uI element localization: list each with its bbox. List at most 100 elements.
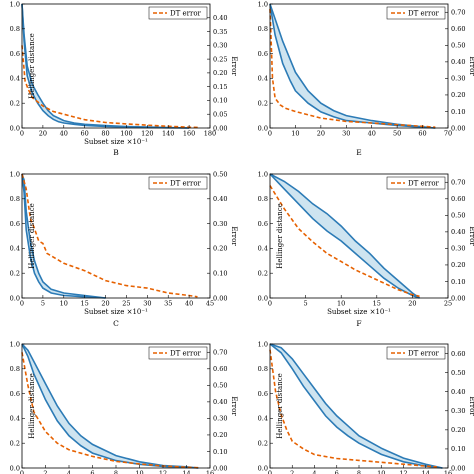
hellinger-line-1 <box>21 173 106 299</box>
y2-axis-label: Error <box>230 226 238 246</box>
y-axis-label: Hellinger distance <box>28 373 36 439</box>
y2-tick-label: 0.50 <box>451 369 465 377</box>
y2-axis-label: Error <box>468 56 474 76</box>
y-tick-label: 0.2 <box>258 100 268 108</box>
y2-tick-label: 0.00 <box>213 294 227 302</box>
dt-error-line <box>269 8 436 128</box>
x-tick-label: 30 <box>342 130 350 138</box>
x-tick-label: 0 <box>20 300 24 308</box>
y-tick-label: 0.2 <box>10 100 20 108</box>
y-tick-label: 0.6 <box>258 220 268 228</box>
x-tick-label: 4 <box>312 470 316 474</box>
panel-letter: B <box>113 148 119 157</box>
y-tick-label: 0.6 <box>258 390 268 398</box>
hellinger-line-1 <box>269 173 420 299</box>
y-tick-label: 1.0 <box>10 0 20 8</box>
x-tick-label: 60 <box>418 130 426 138</box>
y2-axis-label: Error <box>468 226 474 246</box>
y-tick-label: 0.2 <box>10 440 20 448</box>
plot-frame <box>269 3 449 129</box>
x-tick-label: 5 <box>41 300 45 308</box>
y-tick-label: 0.8 <box>10 195 20 203</box>
x-tick-label: 140 <box>162 130 174 138</box>
y2-tick-label: 0.40 <box>451 58 465 66</box>
x-tick-label: 0 <box>268 130 272 138</box>
y2-tick-label: 0.70 <box>213 349 227 357</box>
y2-tick-label: 0.70 <box>451 9 465 17</box>
y2-tick-label: 0.30 <box>213 220 227 228</box>
y2-axis-label: Error <box>468 396 474 416</box>
y-tick-label: 0.8 <box>258 365 268 373</box>
y2-tick-label: 0.60 <box>451 350 465 358</box>
legend-label: DT error <box>408 350 440 358</box>
chart-panel-4: 0 5 10 15 20 25 0.0 0.2 0.4 0.6 0.8 1.0 0.00 0.10 0.20… <box>258 170 474 328</box>
x-tick-label: 70 <box>444 130 452 138</box>
x-tick-label: 120 <box>141 130 153 138</box>
x-tick-label: 0 <box>20 470 24 474</box>
y2-axis-label: Error <box>230 396 238 416</box>
y-tick-label: 1.0 <box>258 170 268 178</box>
x-tick-label: 12 <box>159 470 167 474</box>
y2-tick-label: 0.50 <box>451 212 465 220</box>
y-tick-label: 0.2 <box>258 440 268 448</box>
x-tick-label: 20 <box>101 300 109 308</box>
y-tick-label: 0.0 <box>258 294 268 302</box>
y-tick-label: 0.4 <box>258 75 268 83</box>
x-axis-label: Subset size ×10⁻¹ <box>84 308 148 316</box>
y-tick-label: 0.2 <box>258 270 268 278</box>
y2-tick-label: 0.70 <box>451 179 465 187</box>
x-tick-label: 15 <box>81 300 89 308</box>
y2-tick-label: 0.60 <box>213 365 227 373</box>
panel-letter: F <box>356 319 361 328</box>
plot-frame <box>21 3 211 129</box>
x-tick-label: 16 <box>444 470 452 474</box>
y-tick-label: 0.6 <box>258 50 268 58</box>
y2-tick-label: 0.05 <box>213 111 227 119</box>
y-axis-label: Hellinger distance <box>28 33 36 99</box>
y2-tick-label: 0.00 <box>451 464 465 472</box>
y-tick-label: 1.0 <box>258 340 268 348</box>
y-tick-label: 0.4 <box>10 415 20 423</box>
x-tick-label: 14 <box>182 470 190 474</box>
chart-panel-6: 0 2 4 6 8 10 12 14 16 0.0 0.2 0.4 0.6 0.8 1.0 0.00 0.10 0… <box>258 340 474 474</box>
dt-error-line <box>269 349 437 468</box>
y2-tick-label: 0.40 <box>213 195 227 203</box>
y2-tick-label: 0.15 <box>213 83 227 91</box>
panel-letter: C <box>113 319 119 328</box>
y-tick-label: 0.8 <box>258 25 268 33</box>
x-axis-label: Subset size ×10⁻¹ <box>84 138 148 146</box>
legend-label: DT error <box>408 180 440 188</box>
hellinger-line-2 <box>21 343 199 469</box>
legend-label: DT error <box>170 10 202 18</box>
legend-box <box>386 6 446 20</box>
y-tick-label: 0.6 <box>10 390 20 398</box>
chart-panel-2: 0 10 20 30 40 50 60 70 0.0 0.2 0.4 0.6 0.8 1.0 0.00 0.1… <box>258 0 474 157</box>
y2-tick-label: 0.20 <box>451 261 465 269</box>
x-tick-label: 8 <box>114 470 118 474</box>
y2-tick-label: 0.50 <box>213 170 227 178</box>
y2-tick-label: 0.40 <box>451 388 465 396</box>
y2-tick-label: 0.20 <box>213 245 227 253</box>
y2-tick-label: 0.10 <box>451 445 465 453</box>
y2-tick-label: 0.20 <box>451 426 465 434</box>
y-tick-label: 1.0 <box>258 0 268 8</box>
y2-tick-label: 0.50 <box>213 382 227 390</box>
y-axis-label: Hellinger distance <box>28 203 36 269</box>
x-tick-label: 45 <box>206 300 214 308</box>
y2-tick-label: 0.30 <box>451 407 465 415</box>
x-tick-label: 20 <box>317 130 325 138</box>
y2-tick-label: 0.50 <box>451 42 465 50</box>
legend-box <box>148 6 208 20</box>
x-tick-label: 4 <box>67 470 71 474</box>
y-tick-label: 0.4 <box>258 245 268 253</box>
x-tick-label: 100 <box>120 130 132 138</box>
y2-tick-label: 0.00 <box>213 124 227 132</box>
y2-tick-label: 0.25 <box>213 55 227 63</box>
y-tick-label: 0.4 <box>10 245 20 253</box>
confidence-band <box>270 344 443 468</box>
y2-tick-label: 0.60 <box>451 25 465 33</box>
x-tick-label: 14 <box>422 470 430 474</box>
chart-panel-1: 0 20 40 60 80 100 120 140 160 180 0.0 0.2 0.4 0.6 0.8 1… <box>10 0 238 157</box>
x-tick-label: 2 <box>43 470 47 474</box>
dt-error-line <box>21 173 198 298</box>
